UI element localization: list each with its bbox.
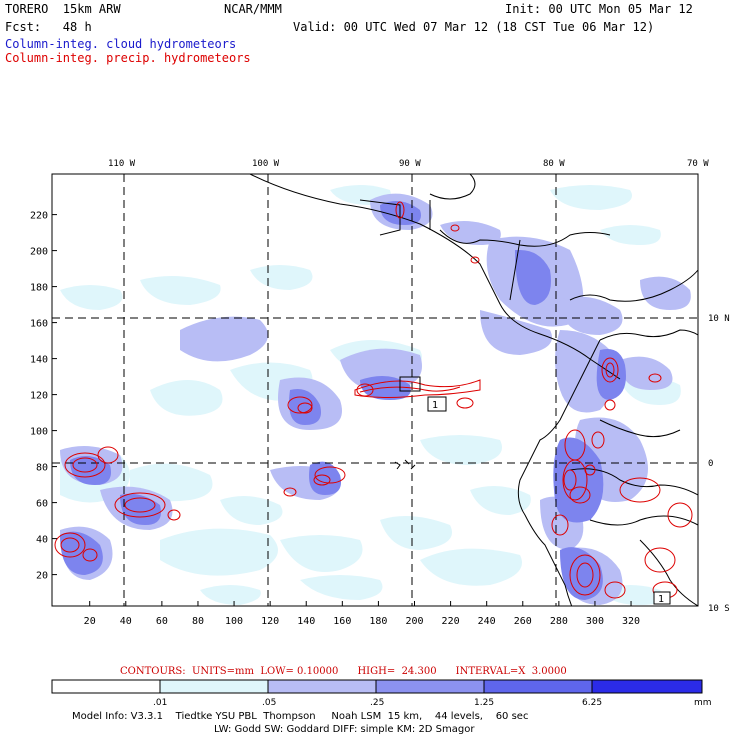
lat-label-10n: 10 N xyxy=(708,314,730,324)
org-label: NCAR/MMM xyxy=(224,2,282,16)
colorbar-label-025: .25 xyxy=(370,698,384,708)
x-tick-label: 120 xyxy=(261,616,279,627)
y-tick-label: 160 xyxy=(30,319,48,330)
y-tick-label: 20 xyxy=(36,571,48,582)
y-tick-label: 120 xyxy=(30,391,48,402)
valid-time: Valid: 00 UTC Wed 07 Mar 12 (18 CST Tue … xyxy=(293,20,655,34)
box-label-1: 1 xyxy=(432,400,438,411)
x-tick-label: 160 xyxy=(333,616,351,627)
legend-precip-hydrometeors: Column-integ. precip. hydrometeors xyxy=(5,51,251,65)
x-tick-label: 240 xyxy=(478,616,496,627)
x-tick-label: 220 xyxy=(442,616,460,627)
x-tick-label: 140 xyxy=(297,616,315,627)
x-tick-label: 80 xyxy=(192,616,204,627)
x-tick-label: 180 xyxy=(369,616,387,627)
colorbar-label-005: .05 xyxy=(262,698,276,708)
x-tick-label: 260 xyxy=(514,616,532,627)
model-info-line1: Model Info: V3.3.1 Tiedtke YSU PBL Thomp… xyxy=(72,711,529,722)
x-tick-label: 320 xyxy=(622,616,640,627)
map-frame xyxy=(51,173,699,607)
max-value-box-small xyxy=(399,376,421,392)
x-tick-label: 100 xyxy=(225,616,243,627)
y-tick-label: 80 xyxy=(36,463,48,474)
map-content xyxy=(52,174,698,606)
colorbar-label-001: .01 xyxy=(153,698,167,708)
colorbar-unit: mm xyxy=(694,698,712,708)
box-label-2: 1 xyxy=(658,594,664,605)
colorbar xyxy=(51,679,703,694)
lat-lon-grid xyxy=(52,174,698,606)
lon-label-110w: 110 W xyxy=(108,159,136,169)
model-info-line2: LW: Godd SW: Goddard DIFF: simple KM: 2D… xyxy=(214,724,475,735)
x-tick-label: 280 xyxy=(550,616,568,627)
colorbar-label-625: 6.25 xyxy=(582,698,602,708)
y-tick-label: 180 xyxy=(30,283,48,294)
lon-label-100w: 100 W xyxy=(252,159,280,169)
y-tick-label: 100 xyxy=(30,427,48,438)
max-value-box-south xyxy=(653,591,671,605)
x-tick-label: 300 xyxy=(586,616,604,627)
forecast-hour: Fcst: 48 h xyxy=(5,20,92,34)
legend-cloud-hydrometeors: Column-integ. cloud hydrometeors xyxy=(5,37,237,51)
x-tick-label: 40 xyxy=(120,616,132,627)
lat-label-0: 0 xyxy=(708,459,713,469)
init-time: Init: 00 UTC Mon 05 Mar 12 xyxy=(505,2,693,16)
x-tick-label: 60 xyxy=(156,616,168,627)
lon-label-90w: 90 W xyxy=(399,159,421,169)
x-tick-label: 200 xyxy=(405,616,423,627)
colorbar-label-125: 1.25 xyxy=(474,698,494,708)
lon-label-70w: 70 W xyxy=(687,159,709,169)
y-tick-label: 220 xyxy=(30,211,48,222)
y-tick-label: 200 xyxy=(30,247,48,258)
contour-info: CONTOURS: UNITS=mm LOW= 0.10000 HIGH= 24… xyxy=(120,666,567,677)
max-value-box xyxy=(427,396,447,412)
y-tick-label: 60 xyxy=(36,499,48,510)
y-tick-label: 40 xyxy=(36,535,48,546)
coastlines xyxy=(249,174,698,606)
lat-label-10s: 10 S xyxy=(708,604,730,614)
y-tick-label: 140 xyxy=(30,355,48,366)
lon-label-80w: 80 W xyxy=(543,159,565,169)
x-axis: 20 40 60 80 100 120 140 160 180 200 220 240 260 280 30… xyxy=(84,601,640,627)
model-title: TORERO 15km ARW xyxy=(5,2,121,16)
y-axis: 20 40 60 80 100 120 140 160 180 200 220 xyxy=(30,211,57,582)
x-tick-label: 20 xyxy=(84,616,96,627)
